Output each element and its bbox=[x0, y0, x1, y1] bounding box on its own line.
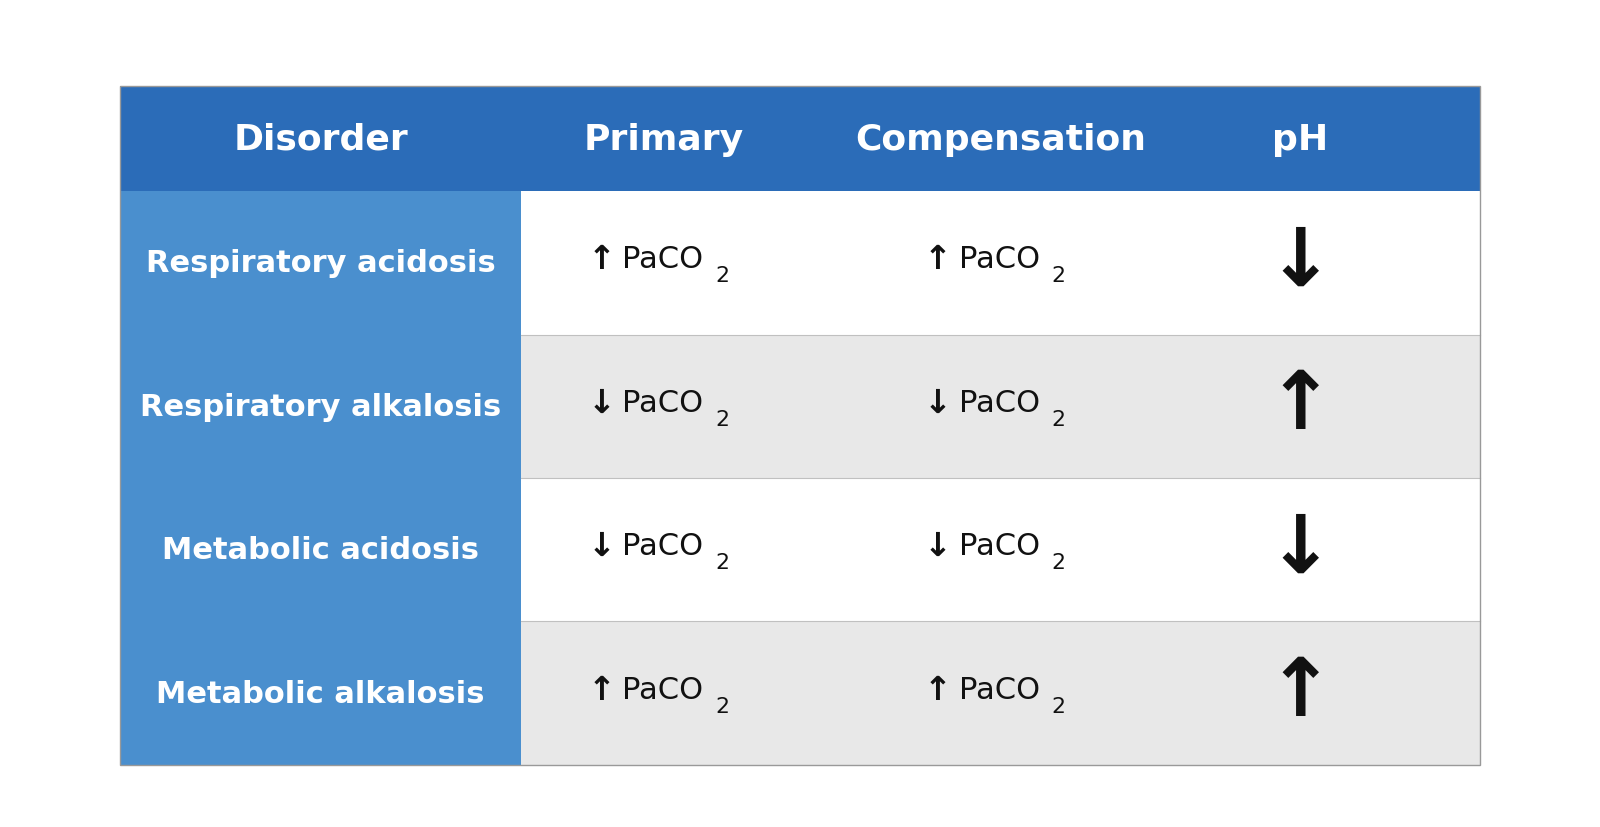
Text: Respiratory acidosis: Respiratory acidosis bbox=[146, 249, 496, 278]
Text: PaCO: PaCO bbox=[622, 245, 704, 274]
Text: ↑: ↑ bbox=[1266, 368, 1333, 446]
Text: ↓: ↓ bbox=[923, 386, 952, 419]
Text: 2: 2 bbox=[1051, 696, 1066, 715]
Bar bbox=[120, 622, 1480, 765]
Text: ↓: ↓ bbox=[1266, 511, 1333, 589]
Text: 2: 2 bbox=[1051, 409, 1066, 429]
Text: ↑: ↑ bbox=[923, 672, 952, 705]
Text: 2: 2 bbox=[715, 409, 730, 429]
Text: ↑: ↑ bbox=[1266, 654, 1333, 732]
Text: Metabolic acidosis: Metabolic acidosis bbox=[162, 536, 478, 565]
Text: PaCO: PaCO bbox=[622, 675, 704, 704]
Text: PaCO: PaCO bbox=[958, 532, 1040, 561]
Bar bbox=[120, 335, 522, 479]
Text: PaCO: PaCO bbox=[958, 388, 1040, 417]
Text: Compensation: Compensation bbox=[854, 122, 1146, 156]
Bar bbox=[120, 87, 1480, 765]
Bar bbox=[120, 479, 522, 622]
Text: ↑: ↑ bbox=[587, 672, 616, 705]
Bar bbox=[120, 87, 1480, 192]
Text: 2: 2 bbox=[1051, 552, 1066, 572]
Text: ↑: ↑ bbox=[923, 243, 952, 276]
Text: Primary: Primary bbox=[584, 122, 744, 156]
Bar bbox=[120, 192, 522, 335]
Text: ↓: ↓ bbox=[923, 529, 952, 562]
Text: PaCO: PaCO bbox=[622, 388, 704, 417]
Bar bbox=[120, 479, 1480, 622]
Text: ↓: ↓ bbox=[587, 386, 616, 419]
Text: PaCO: PaCO bbox=[958, 245, 1040, 274]
Text: 2: 2 bbox=[715, 552, 730, 572]
Bar bbox=[120, 622, 522, 765]
Text: ↓: ↓ bbox=[587, 529, 616, 562]
Text: PaCO: PaCO bbox=[958, 675, 1040, 704]
Text: 2: 2 bbox=[1051, 266, 1066, 286]
Text: ↑: ↑ bbox=[587, 243, 616, 276]
Text: Metabolic alkalosis: Metabolic alkalosis bbox=[157, 679, 485, 708]
Text: Respiratory alkalosis: Respiratory alkalosis bbox=[139, 392, 501, 421]
Text: 2: 2 bbox=[715, 696, 730, 715]
Text: pH: pH bbox=[1272, 122, 1328, 156]
Text: 2: 2 bbox=[715, 266, 730, 286]
Text: Disorder: Disorder bbox=[234, 122, 408, 156]
Bar bbox=[120, 192, 1480, 335]
Text: ↓: ↓ bbox=[1266, 225, 1333, 303]
Bar bbox=[120, 335, 1480, 479]
Text: PaCO: PaCO bbox=[622, 532, 704, 561]
